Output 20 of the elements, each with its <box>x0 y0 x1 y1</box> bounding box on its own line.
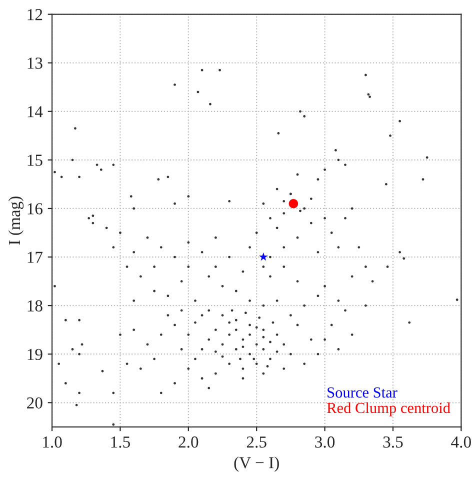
x-tick-label: 4.0 <box>451 436 471 448</box>
x-tick-label: 3.0 <box>315 436 335 448</box>
y-tick-label: 13 <box>28 58 42 69</box>
y-axis-title: I (mag) <box>8 196 24 245</box>
y-tick-label: 19 <box>28 348 42 360</box>
y-tick-label: 17 <box>28 252 43 263</box>
x-tick-label: 3.5 <box>383 436 403 448</box>
x-tick-label: 1.0 <box>43 436 62 448</box>
y-tick-label: 15 <box>28 154 42 166</box>
y-tick-label: 18 <box>28 300 42 312</box>
x-axis-title: (V − I) <box>234 456 279 472</box>
x-tick-label: 2.0 <box>178 436 198 448</box>
x-tick-label: 1.5 <box>111 436 130 448</box>
text: Red Clump centroid <box>327 402 450 416</box>
y-tick-label: 16 <box>28 203 43 214</box>
x-tick-label: 2.5 <box>246 436 266 448</box>
y-tick-label: 14 <box>28 106 43 118</box>
y-tick-label: 20 <box>27 397 42 409</box>
y-tick-label: 12 <box>28 9 42 20</box>
text: Source Star <box>328 387 398 398</box>
